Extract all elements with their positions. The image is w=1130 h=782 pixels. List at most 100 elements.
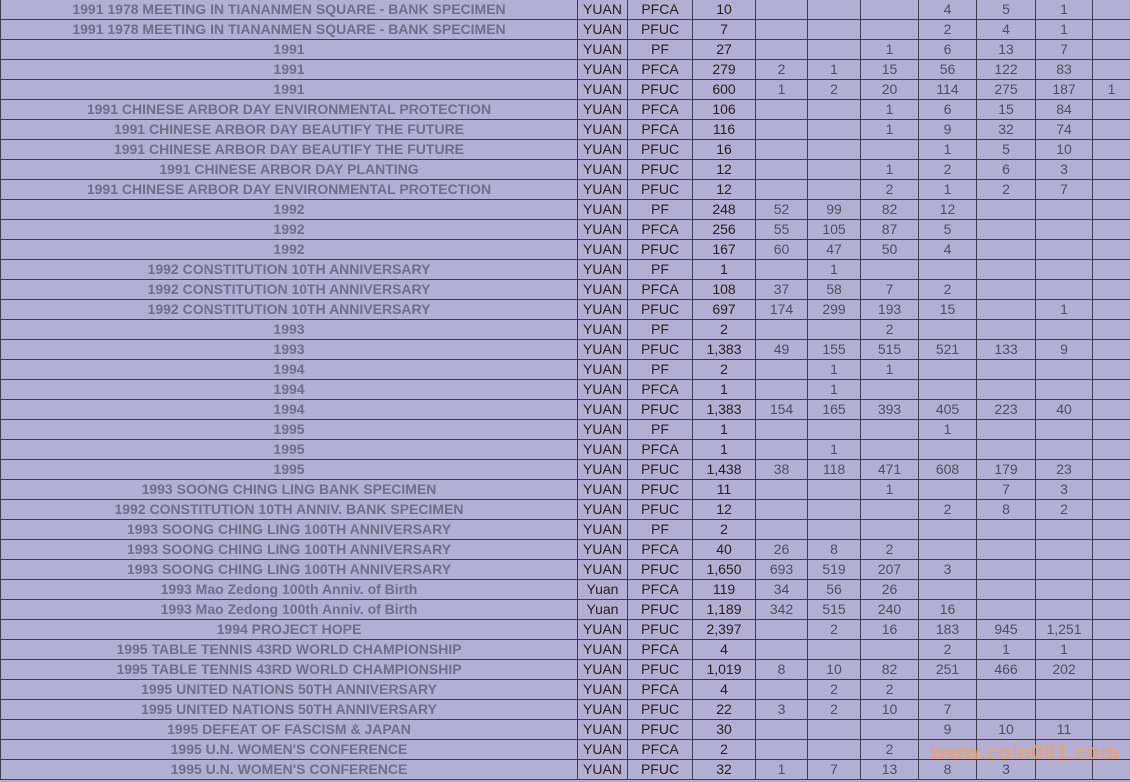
grade-count-cell [1092,19,1130,40]
grade-count-cell: 1 [860,359,919,380]
unit-cell: YUAN [577,179,628,200]
table-row: 1992 CONSTITUTION 10TH ANNIVERSARY YUAN PF… [0,279,1130,300]
grade-count-cell [860,259,919,280]
grade-count-cell: 1 [860,119,919,140]
grade-count-cell: 2 [918,159,977,180]
grade-count-cell [1035,699,1093,720]
coin-name-cell: 1993 [0,339,578,360]
grade-count-cell: 32 [976,119,1036,140]
grade-count-cell [1035,539,1093,560]
grade-count-cell [755,119,808,140]
grade-count-cell [1092,379,1130,400]
grade-count-cell [860,0,919,20]
grade-count-cell [976,599,1036,620]
grade-count-cell [1092,99,1130,120]
total-cell: 22 [692,699,756,720]
grade-cell: PF [627,359,693,380]
grade-count-cell: 37 [755,279,808,300]
grade-count-cell: 2 [755,59,808,80]
total-cell: 27 [692,39,756,60]
grade-count-cell: 118 [807,459,861,480]
total-cell: 40 [692,539,756,560]
grade-count-cell [1092,319,1130,340]
grade-count-cell: 515 [807,599,861,620]
grade-count-cell: 122 [976,59,1036,80]
grade-count-cell [807,0,861,20]
grade-cell: PFCA [627,739,693,760]
grade-count-cell: 133 [976,339,1036,360]
total-cell: 697 [692,299,756,320]
unit-cell: YUAN [577,739,628,760]
coin-name-cell: 1992 CONSTITUTION 10TH ANNIVERSARY [0,279,578,300]
grade-count-cell: 2 [1035,499,1093,520]
grade-count-cell [860,19,919,40]
grade-count-cell [860,439,919,460]
grade-count-cell: 7 [918,699,977,720]
grade-count-cell [1092,359,1130,380]
table-row: 1995 DEFEAT OF FASCISM & JAPAN YUAN PFUC 30… [0,719,1130,740]
grade-cell: PFCA [627,279,693,300]
total-cell: 108 [692,279,756,300]
grade-count-cell: 1 [755,79,808,100]
unit-cell: YUAN [577,759,628,780]
grade-count-cell [755,159,808,180]
grade-count-cell [918,539,977,560]
grade-count-cell: 2 [976,179,1036,200]
grade-count-cell [1092,639,1130,660]
table-row: 1991 YUAN PFCA 279 2 1 15 56 122 83 [0,59,1130,80]
table-row: 1993 Mao Zedong 100th Anniv. of Birth Yua… [0,599,1130,620]
coin-name-cell: 1993 Mao Zedong 100th Anniv. of Birth [0,579,578,600]
grade-count-cell: 16 [860,619,919,640]
grade-cell: PFUC [627,179,693,200]
unit-cell: YUAN [577,159,628,180]
total-cell: 2,397 [692,619,756,640]
table-row: 1991 CHINESE ARBOR DAY ENVIRONMENTAL PRO… [0,179,1130,200]
grade-count-cell [1035,419,1093,440]
grade-count-cell [1092,539,1130,560]
total-cell: 1,438 [692,459,756,480]
grade-count-cell [1092,39,1130,60]
grade-count-cell [807,739,861,760]
grade-count-cell [1035,259,1093,280]
grade-count-cell: 10 [860,699,919,720]
grade-count-cell: 56 [807,579,861,600]
unit-cell: YUAN [577,519,628,540]
grade-count-cell: 15 [860,59,919,80]
coin-name-cell: 1992 [0,199,578,220]
total-cell: 16 [692,139,756,160]
total-cell: 4 [692,679,756,700]
grade-count-cell [1035,239,1093,260]
total-cell: 12 [692,159,756,180]
unit-cell: YUAN [577,419,628,440]
grade-count-cell: 47 [807,239,861,260]
table-row: 1995 YUAN PFCA 1 1 [0,439,1130,460]
grade-count-cell [755,379,808,400]
total-cell: 279 [692,59,756,80]
table-row: 1995 TABLE TENNIS 43RD WORLD CHAMPIONSHI… [0,659,1130,680]
grade-count-cell [1092,259,1130,280]
grade-count-cell: 1 [807,359,861,380]
table-row: 1995 UNITED NATIONS 50TH ANNIVERSARY YUAN… [0,679,1130,700]
grade-count-cell [755,739,808,760]
grade-count-cell: 6 [918,39,977,60]
table-row: 1993 YUAN PF 2 2 [0,319,1130,340]
grade-cell: PFCA [627,0,693,20]
grade-count-cell: 521 [918,339,977,360]
grade-count-cell [1092,599,1130,620]
total-cell: 2 [692,739,756,760]
grade-count-cell [976,739,1036,760]
grade-count-cell [918,359,977,380]
unit-cell: YUAN [577,379,628,400]
grade-count-cell [1092,339,1130,360]
total-cell: 116 [692,119,756,140]
unit-cell: YUAN [577,459,628,480]
grade-count-cell: 193 [860,299,919,320]
table-row: 1991 1978 MEETING IN TIANANMEN SQUARE - … [0,19,1130,40]
grade-count-cell: 56 [918,59,977,80]
grade-count-cell: 7 [976,479,1036,500]
grade-count-cell [755,0,808,20]
total-cell: 1,189 [692,599,756,620]
grade-count-cell [755,319,808,340]
total-cell: 2 [692,519,756,540]
grade-count-cell [807,639,861,660]
